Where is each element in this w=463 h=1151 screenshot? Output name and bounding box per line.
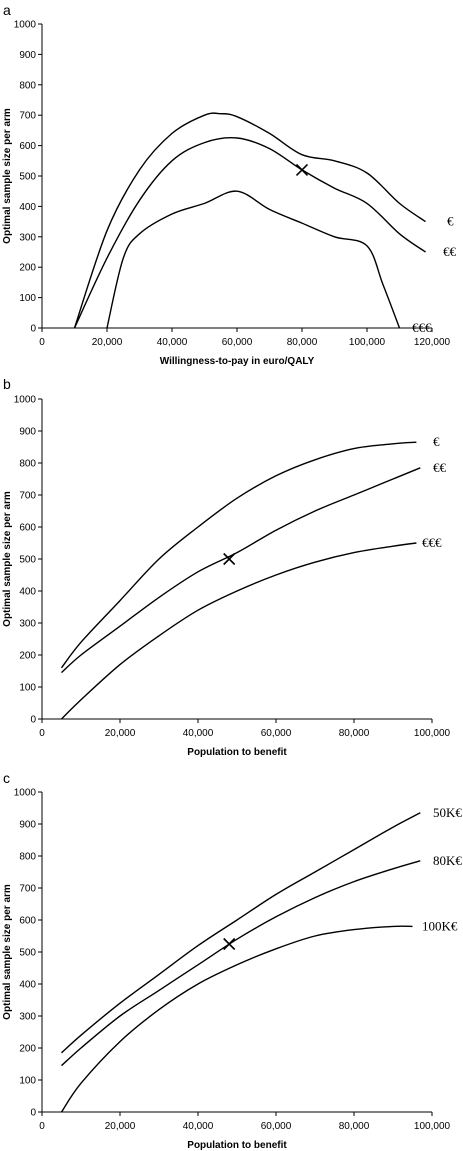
series-label-3: 100K€: [422, 918, 458, 933]
y-tick-label: 0: [30, 324, 36, 335]
x-tick-label: 60,000: [261, 1121, 292, 1132]
panel-label: c: [3, 770, 10, 786]
y-tick-label: 700: [19, 111, 36, 122]
series-line-2: [61, 467, 421, 674]
y-tick-label: 200: [19, 651, 36, 662]
optimum-marker: [295, 163, 309, 176]
x-tick-label: 40,000: [183, 728, 214, 739]
y-tick-label: 0: [30, 1108, 36, 1119]
series-label-2: 80K€: [433, 853, 462, 868]
panel-label: a: [3, 2, 11, 18]
optimum-marker: [223, 937, 236, 951]
series-label-1: 50K€: [433, 805, 462, 820]
x-tick-label: 0: [39, 1121, 45, 1132]
series-label-3: €€€: [412, 320, 432, 335]
y-tick-label: 100: [19, 1076, 36, 1087]
y-tick-label: 400: [19, 587, 36, 598]
x-tick-label: 20,000: [105, 1121, 136, 1132]
series-line-2: [61, 860, 421, 1067]
x-tick-label: 40,000: [157, 337, 188, 348]
x-tick-label: 20,000: [92, 337, 123, 348]
x-tick-label: 100,000: [349, 337, 386, 348]
x-axis-title: Population to benefit: [187, 1140, 287, 1151]
y-tick-label: 200: [19, 263, 36, 274]
panel-label: b: [3, 376, 11, 392]
y-tick-label: 100: [19, 293, 36, 304]
y-tick-label: 800: [19, 80, 36, 91]
series-label-2: €€: [443, 244, 457, 259]
chart-panel-a: a 0 100 200 300 400 500 600 700 800 900 1000 0 20,000…: [2, 2, 457, 367]
y-tick-label: 500: [19, 172, 36, 183]
x-tick-label: 120,000: [414, 337, 451, 348]
y-tick-label: 900: [19, 50, 36, 61]
optimum-marker: [223, 552, 236, 566]
y-axis-title: Optimal sample size per arm: [2, 884, 13, 1020]
chart-panel-c: c 0 100 200 300 400 500 600 700 800 900 1000 0 20,000…: [2, 770, 462, 1151]
y-tick-label: 1000: [14, 395, 37, 406]
y-tick-label: 300: [19, 232, 36, 243]
y-tick-label: 400: [19, 980, 36, 991]
y-tick-label: 300: [19, 1012, 36, 1023]
x-tick-label: 80,000: [339, 1121, 370, 1132]
x-tick-label: 20,000: [105, 728, 136, 739]
y-tick-label: 200: [19, 1044, 36, 1055]
y-tick-label: 0: [30, 715, 36, 726]
y-tick-label: 800: [19, 459, 36, 470]
y-tick-label: 500: [19, 948, 36, 959]
y-axis-title: Optimal sample size per arm: [2, 491, 13, 627]
series-line-3: [106, 190, 401, 329]
chart-panel-b: b 0 100 200 300 400 500 600 700 800 900 1000 0 20,000…: [2, 376, 451, 758]
series-label-3: €€€: [422, 535, 442, 550]
x-tick-label: 60,000: [261, 728, 292, 739]
x-tick-label: 60,000: [222, 337, 253, 348]
y-tick-label: 1000: [14, 788, 37, 799]
y-tick-label: 100: [19, 683, 36, 694]
x-tick-label: 0: [39, 337, 45, 348]
series-line-1: [60, 441, 417, 669]
series-line-1: [73, 112, 426, 329]
y-tick-label: 500: [19, 555, 36, 566]
series-line-3: [61, 542, 417, 720]
series-label-2: €€: [433, 460, 447, 475]
y-tick-label: 700: [19, 491, 36, 502]
y-tick-label: 400: [19, 202, 36, 213]
x-tick-label: 0: [39, 728, 45, 739]
y-tick-label: 700: [19, 884, 36, 895]
x-axis-title: Willingness-to-pay in euro/QALY: [160, 356, 315, 367]
y-tick-label: 600: [19, 141, 36, 152]
y-tick-label: 300: [19, 619, 36, 630]
series-label-1: €: [447, 214, 454, 229]
y-axis-title: Optimal sample size per arm: [2, 108, 13, 244]
x-tick-label: 100,000: [414, 728, 451, 739]
x-tick-label: 80,000: [339, 728, 370, 739]
x-axis-title: Population to benefit: [187, 747, 287, 758]
y-tick-label: 800: [19, 852, 36, 863]
x-tick-label: 80,000: [287, 337, 318, 348]
y-tick-label: 1000: [14, 20, 37, 31]
series-line-3: [60, 925, 413, 1113]
y-tick-label: 600: [19, 523, 36, 534]
series-label-1: €: [433, 434, 440, 449]
series-line-2: [73, 137, 426, 329]
x-tick-label: 40,000: [183, 1121, 214, 1132]
y-tick-label: 900: [19, 427, 36, 438]
series-line-1: [61, 812, 421, 1054]
y-tick-label: 900: [19, 820, 36, 831]
y-tick-label: 600: [19, 916, 36, 927]
x-tick-label: 100,000: [414, 1121, 451, 1132]
